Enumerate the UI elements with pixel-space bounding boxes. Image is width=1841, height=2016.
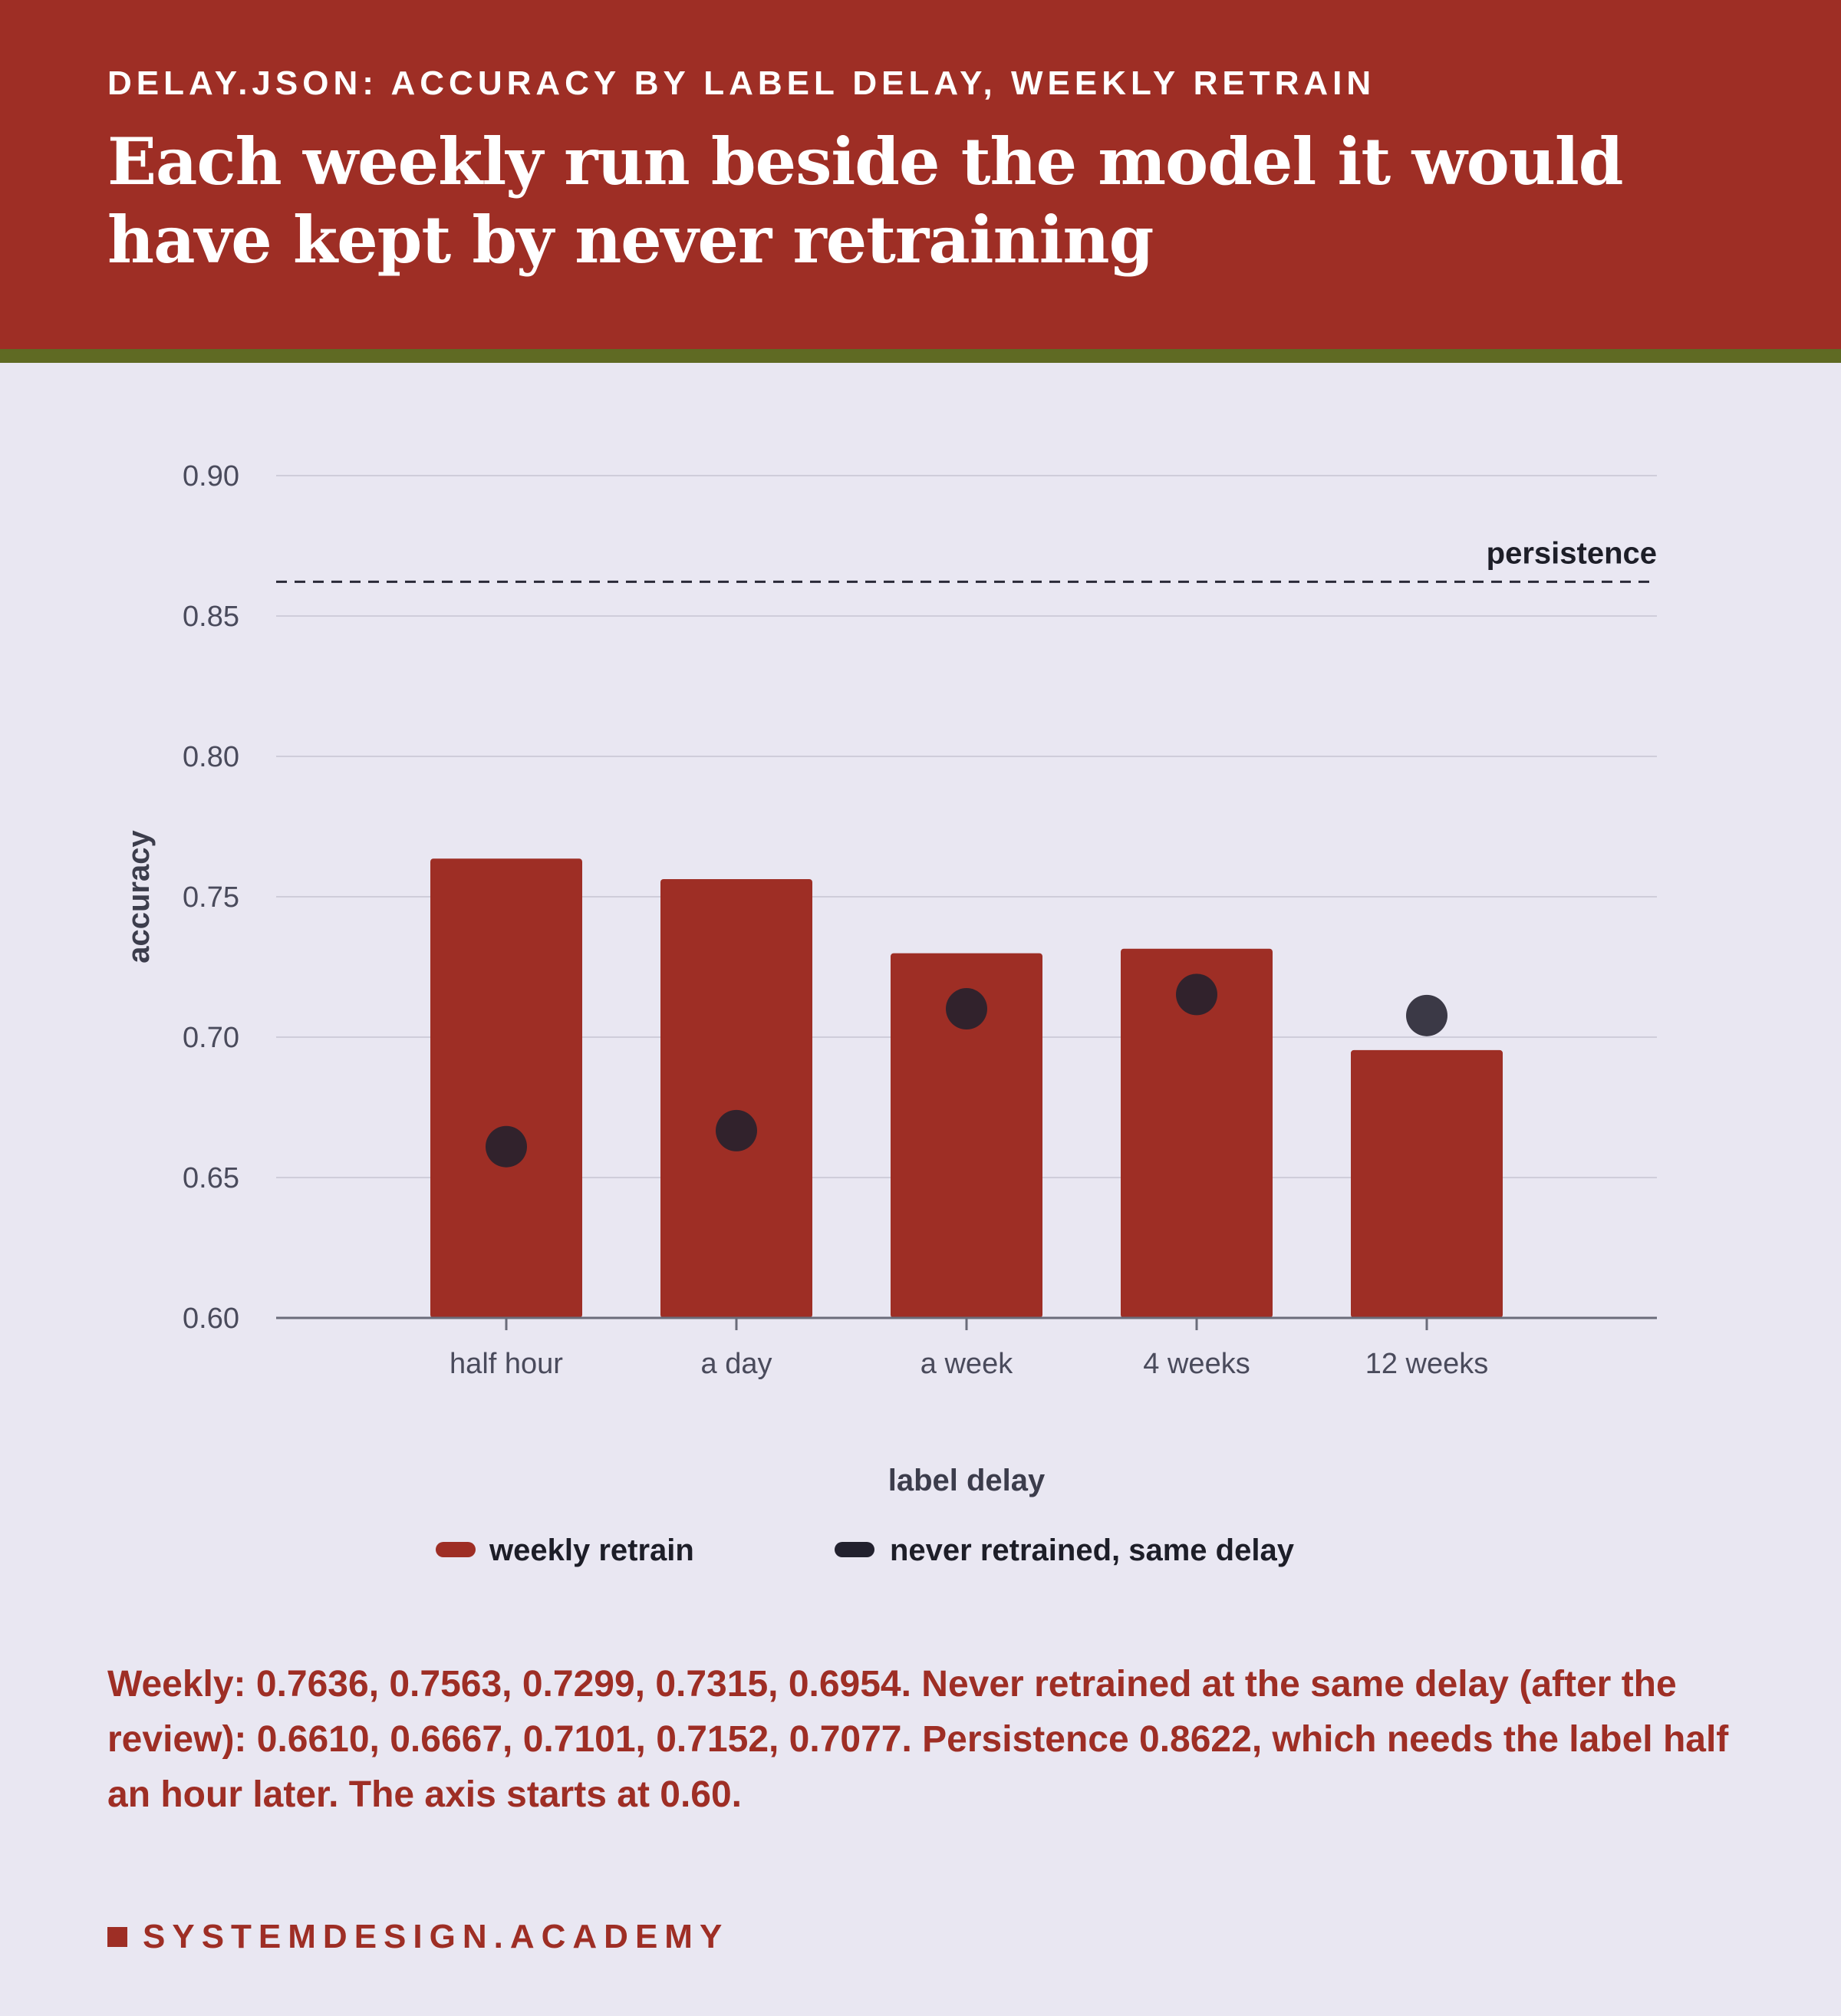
bar	[1121, 948, 1273, 1318]
chart-kicker: DELAY.JSON: ACCURACY BY LABEL DELAY, WEE…	[107, 64, 1376, 102]
y-tick-label: 0.90	[183, 460, 239, 492]
bar	[430, 858, 582, 1318]
brand-square-icon	[107, 1927, 127, 1947]
bar	[1351, 1049, 1503, 1318]
legend-label-weekly: weekly retrain	[489, 1533, 694, 1567]
data-point	[1406, 994, 1447, 1036]
x-tick-label: 4 weeks	[1143, 1348, 1250, 1380]
data-point	[486, 1125, 527, 1168]
chart-note: Weekly: 0.7636, 0.7563, 0.7299, 0.7315, …	[107, 1664, 1729, 1815]
y-tick-label: 0.65	[183, 1162, 239, 1194]
y-tick-label: 0.85	[183, 601, 239, 633]
legend-swatch-weekly	[436, 1542, 476, 1557]
legend-swatch-never	[835, 1542, 874, 1557]
y-tick-label: 0.75	[183, 881, 239, 914]
header-band: DELAY.JSON: ACCURACY BY LABEL DELAY, WEE…	[0, 0, 1841, 349]
footer-brand: SYSTEMDESIGN.ACADEMY	[143, 1918, 729, 1955]
data-point	[716, 1109, 757, 1151]
legend-label-never: never retrained, same delay	[890, 1533, 1295, 1567]
y-tick-label: 0.80	[183, 741, 239, 773]
y-axis-title: accuracy	[122, 830, 156, 964]
x-tick-label: 12 weeks	[1365, 1348, 1489, 1380]
bar	[660, 878, 812, 1318]
bar	[891, 953, 1042, 1318]
footer: SYSTEMDESIGN.ACADEMY	[107, 1918, 729, 1956]
header-divider	[0, 349, 1841, 363]
x-tick-label: half hour	[450, 1348, 563, 1380]
x-tick-label: a week	[920, 1348, 1013, 1380]
x-axis-title: label delay	[888, 1464, 1046, 1497]
chart-title: Each weekly run beside the model it woul…	[107, 124, 1624, 278]
data-point	[1176, 973, 1217, 1016]
bar-chart: 0.60 0.65 0.70 0.75 0.80 0.85 0.90 half hour a d…	[122, 460, 1657, 1567]
persistence-label: persistence	[1487, 536, 1657, 570]
x-tick-label: a day	[701, 1348, 772, 1380]
y-tick-label: 0.70	[183, 1022, 239, 1054]
data-point	[946, 988, 987, 1030]
y-tick-label: 0.60	[183, 1303, 239, 1335]
